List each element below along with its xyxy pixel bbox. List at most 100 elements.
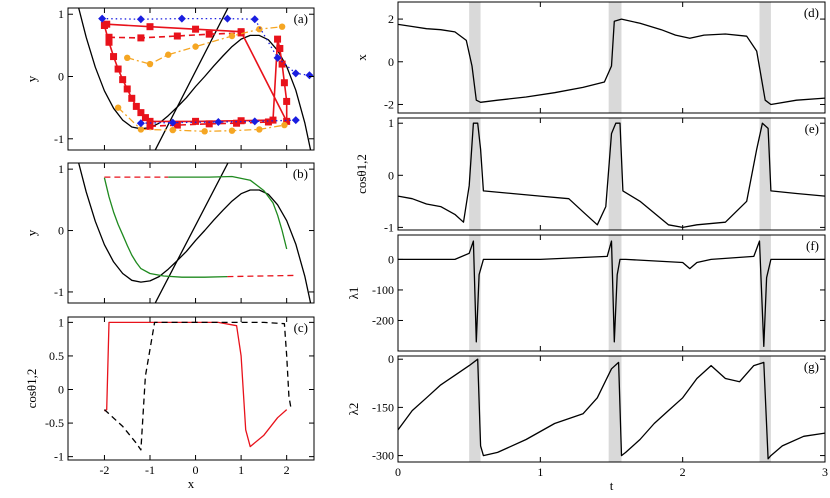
series-line-d-0 [398,18,825,106]
data-point [141,114,149,122]
plot-area [78,163,312,303]
panel-label: (e) [805,121,819,136]
plot-frame [397,234,826,352]
y-tick-label: 0 [58,70,64,84]
data-point [256,126,263,133]
y-tick-label: 1 [58,7,64,21]
series-line-c-0 [104,321,288,448]
y-tick-label: 0 [388,55,394,69]
plot-area [78,8,314,150]
series-line-e-0 [398,122,825,229]
y-tick-label: 2 [388,12,394,26]
plot-frame [67,7,315,151]
data-point [214,117,223,126]
plot-area [103,321,292,451]
data-point [137,126,145,133]
panel-d: -2 0 2 (d) x [354,1,826,114]
data-point [165,51,172,58]
series-line-b-1 [154,163,229,303]
data-point [98,14,107,23]
data-point [123,85,131,93]
shaded-interval [469,118,481,230]
data-point [100,21,108,29]
plot-area [398,358,825,460]
data-point [256,25,263,33]
series-line-a-1 [154,8,229,150]
y-tick-label: -0.5 [45,416,64,430]
x-tick-label: 2 [680,465,686,479]
panel-label: (b) [293,166,308,181]
shaded-interval [759,2,771,113]
data-point [168,118,177,127]
x-axis-label: t [610,478,614,493]
y-tick-label: -100 [372,283,394,297]
y-axis-label: y [24,229,39,236]
y-axis-label: λ2 [346,403,361,416]
data-point [237,29,245,37]
series-line-g-0 [398,358,825,460]
data-point [228,32,236,40]
shaded-interval [608,2,622,113]
shaded-interval [469,2,481,113]
data-point [228,127,236,134]
data-point [105,33,113,41]
data-point [192,43,199,50]
panel-label: (a) [294,11,308,26]
shaded-interval [469,356,481,462]
data-point [278,60,286,68]
plot-area [398,122,825,229]
data-point [280,79,288,87]
plot-area [398,18,825,106]
panel-f: -200 -100 0 (f) λ1 [346,234,826,352]
plot-frame [397,355,826,463]
panel-c: -2 -1 0 1 2 -1 -0.5 0 0.5 1 (c) cosθ1,2 x [24,315,315,491]
panel-label: (g) [804,359,819,374]
panel-a: -1 0 1 (a) y [24,7,315,151]
data-point [137,109,145,117]
series-line-a-7 [102,17,310,76]
y-tick-label: -1 [54,450,64,464]
data-point [276,44,284,52]
data-point [278,23,286,30]
series-line-b-2 [103,177,228,278]
panel-label: (f) [806,238,819,253]
data-point [223,14,232,23]
y-tick-label: -1 [384,220,394,234]
data-point [110,53,118,61]
y-axis-label: cosθ1,2 [24,369,39,409]
plot-area [398,240,825,348]
data-point [305,71,314,80]
x-tick-label: -2 [99,463,109,477]
data-point [283,97,291,105]
data-point [173,121,181,129]
panel-b: -1 0 1 (b) y [24,162,315,304]
data-point [146,122,154,130]
data-point [250,117,259,126]
series-line-f-0 [398,240,825,348]
data-point [237,117,245,125]
x-tick-label: -1 [145,463,155,477]
x-tick-label: 1 [537,465,543,479]
data-point [146,60,154,68]
data-point [264,118,272,126]
series-line-a-2 [103,23,288,123]
data-point [274,35,282,43]
y-tick-label: 0 [388,352,394,366]
panel-label: (c) [294,320,308,335]
data-point [114,65,122,73]
y-tick-label: 1 [388,116,394,130]
x-tick-label: 0 [193,463,199,477]
y-tick-label: -1 [54,285,64,299]
y-tick-label: -300 [372,449,394,463]
y-tick-label: 0 [388,168,394,182]
y-tick-label: -150 [372,400,394,414]
data-point [291,69,300,78]
data-point [177,14,186,23]
series-line-b-0 [78,163,312,303]
panel-e: -1 0 1 (e) cosθ1,2 [354,116,826,234]
data-point [192,117,200,125]
series-line-a-3 [108,32,242,39]
shaded-interval [759,235,771,351]
shaded-interval [608,356,622,462]
